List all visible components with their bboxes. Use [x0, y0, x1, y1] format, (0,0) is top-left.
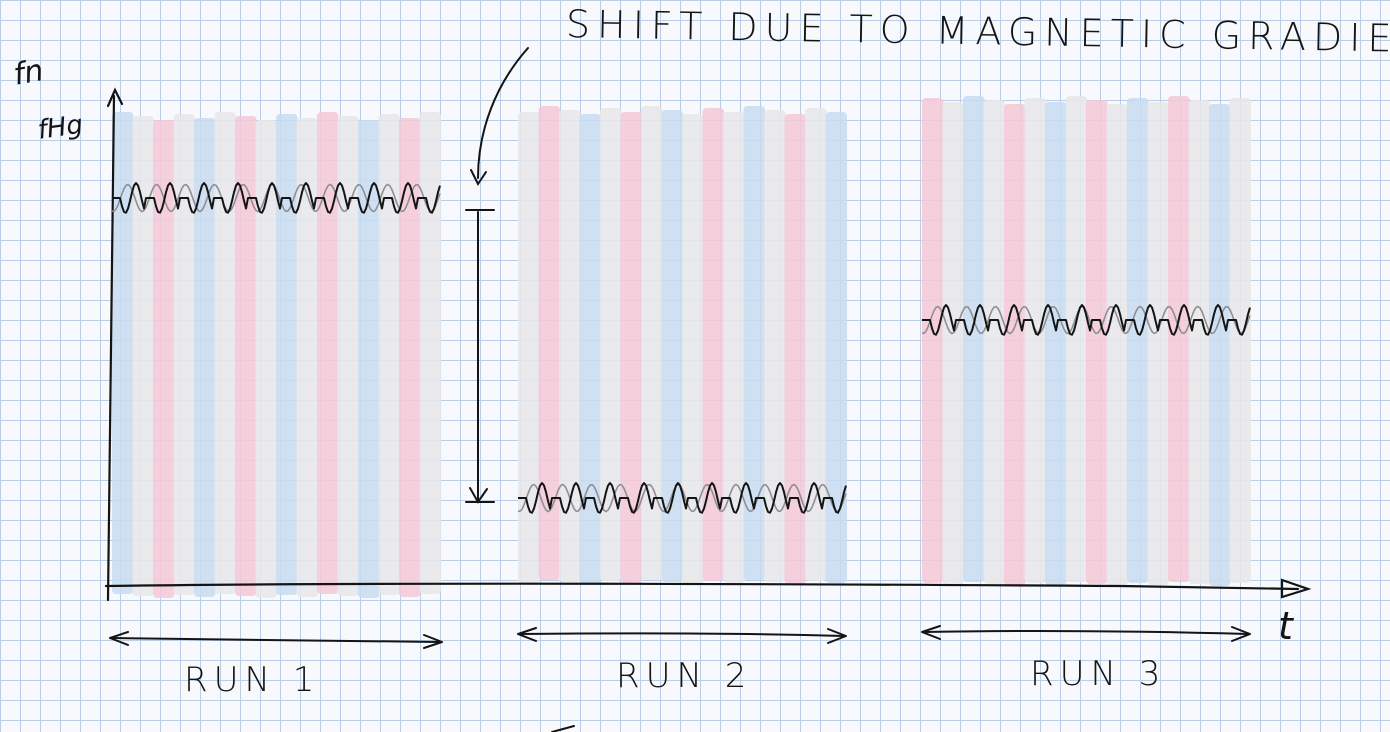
run-2-label: RUN 2 [616, 656, 753, 696]
run-2-stripe [805, 108, 827, 581]
run-2-stripe [620, 112, 642, 583]
run-2-stripe [661, 110, 683, 582]
run-3-stripe [1106, 104, 1128, 586]
run-1-span-left-head [109, 631, 129, 646]
run-3-span-right-head [1231, 626, 1251, 642]
run-3-stripe [1168, 96, 1190, 582]
run-1-signal-wave [112, 182, 441, 214]
run-1-stripe [337, 116, 359, 596]
run-3-stripe [1209, 104, 1231, 586]
run-3-span-arrow [923, 629, 1249, 635]
run-1-stripe [399, 118, 421, 597]
run-3-stripe [1188, 100, 1210, 584]
bottom-pen-mark [551, 725, 575, 732]
y-axis-arrowhead [106, 87, 124, 108]
y-axis-label-numerator: fn [10, 53, 47, 93]
annotation-pointer-arrow [477, 47, 529, 179]
run-3-stripe [1086, 100, 1108, 584]
run-1-stripe [153, 120, 175, 598]
run-1-label: RUN 1 [184, 660, 321, 700]
run-3-stripe [1045, 102, 1067, 585]
run-1-stripe [255, 120, 277, 598]
y-axis-label-denominator: fHg [35, 109, 85, 146]
run-1-stripe [235, 116, 257, 596]
run-2-span-right-head [827, 628, 847, 644]
run-2-stripe [764, 110, 786, 582]
run-1-stripe [296, 118, 318, 597]
run-2-stripe [600, 108, 622, 581]
run-1-stripe [378, 114, 400, 595]
run-3-stripe [983, 100, 1005, 584]
run-1-stripe [317, 112, 339, 594]
run-1-stripe [194, 118, 216, 597]
run-2-span-arrow [519, 632, 845, 637]
x-axis-label: t [1278, 604, 1293, 648]
run-3-stripe [1127, 98, 1149, 583]
run-1-stripe [358, 120, 380, 598]
run-3-stripe [922, 98, 944, 583]
run-1-stripe [276, 114, 298, 595]
run-3-stripe [1004, 104, 1026, 586]
run-2-stripe [559, 110, 581, 582]
run-2-stripe [641, 106, 663, 580]
run-2-stripe [682, 114, 704, 584]
run-3-stripe [942, 102, 964, 585]
run-3-stripe [963, 96, 985, 582]
run-1-stripe [419, 112, 441, 594]
shift-arrowhead [469, 487, 488, 504]
run-3-span-left-head [921, 625, 941, 640]
run-1-stripe [132, 116, 154, 596]
annotation-pointer-head [470, 169, 487, 186]
run-3-label: RUN 3 [1030, 654, 1167, 694]
x-axis-arrowhead [1280, 578, 1312, 599]
run-3-signal-wave [922, 304, 1251, 336]
run-2-stripe [579, 114, 601, 584]
run-3-stripe [1065, 96, 1087, 582]
x-axis [104, 582, 1300, 591]
run-1-stripe [173, 114, 195, 595]
run-2-stripe [723, 112, 745, 583]
run-2-span-left-head [517, 627, 537, 642]
run-1-stripe [112, 112, 134, 594]
run-2-signal-wave [518, 482, 847, 514]
run-2-stripe [743, 106, 765, 580]
run-2-stripe [538, 106, 560, 580]
run-1-stripe [214, 112, 236, 594]
run-1-span-right-head [423, 634, 443, 649]
run-2-stripe [784, 114, 806, 584]
run-3-stripe [1147, 102, 1169, 585]
run-3-stripe [1229, 98, 1251, 583]
run-2-stripe [702, 108, 724, 581]
run-2-stripe [518, 112, 540, 583]
y-axis [106, 94, 116, 602]
run-3-stripe [1024, 98, 1046, 583]
run-2-stripe [825, 112, 847, 583]
run-1-span-arrow [111, 637, 441, 643]
